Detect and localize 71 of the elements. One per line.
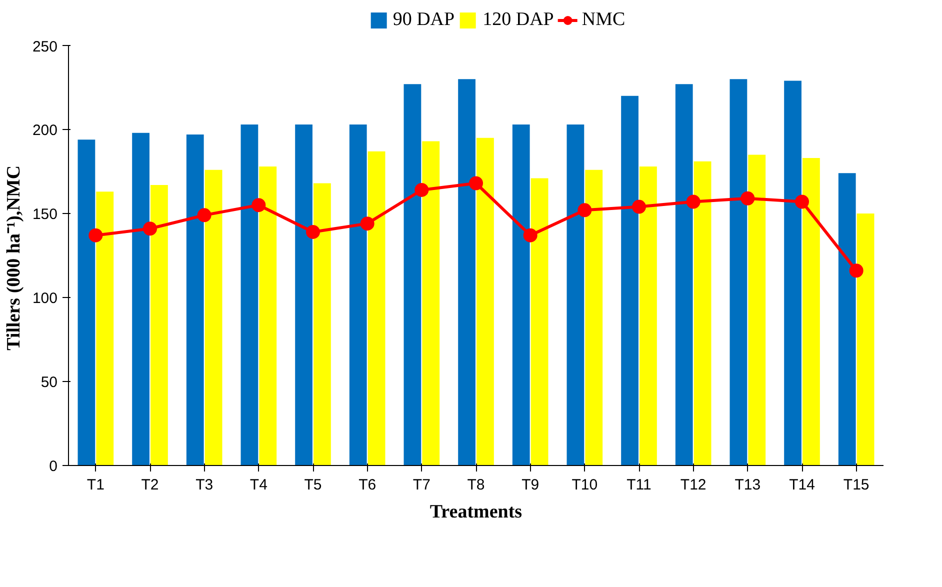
point <box>686 194 700 209</box>
x-tick-label: T4 <box>250 476 268 494</box>
x-tick-label: T15 <box>843 476 870 494</box>
x-tick-label: T5 <box>304 476 322 494</box>
bar <box>186 134 204 466</box>
x-tick-label: T3 <box>196 476 214 494</box>
y-tick-label: 100 <box>32 290 58 307</box>
bar <box>404 84 422 466</box>
legend-label: NMC <box>582 9 626 31</box>
point <box>252 198 266 212</box>
x-tick-label: T9 <box>522 476 540 494</box>
x-tick-label: T12 <box>680 476 706 494</box>
bar <box>204 170 222 466</box>
bar <box>240 124 258 466</box>
bar <box>476 138 494 466</box>
x-tick-label: T13 <box>734 476 761 494</box>
bar <box>694 161 712 466</box>
bar <box>295 124 312 466</box>
bar <box>314 183 331 466</box>
bar <box>802 158 820 466</box>
x-tick-label: T10 <box>572 476 598 494</box>
x-axis-title: Treatments <box>430 502 522 522</box>
point <box>795 194 809 209</box>
y-tick-label: 50 <box>40 374 58 391</box>
point <box>578 203 592 218</box>
point <box>740 191 755 206</box>
bar <box>132 132 150 466</box>
legend-label: 90 DAP <box>392 9 455 31</box>
x-tick-label: T2 <box>141 476 159 494</box>
bar <box>512 124 530 466</box>
point <box>88 228 103 242</box>
point <box>469 176 483 190</box>
x-tick-label: T1 <box>86 476 104 494</box>
bar <box>621 96 638 466</box>
point <box>306 224 320 239</box>
y-tick-label: 150 <box>32 206 58 223</box>
bar <box>585 170 603 466</box>
bar <box>838 173 856 466</box>
point <box>849 264 864 278</box>
y-tick-label: 200 <box>32 122 58 139</box>
bar <box>422 141 440 466</box>
point <box>414 182 429 197</box>
x-tick-label: T8 <box>467 476 485 494</box>
bar <box>96 192 114 466</box>
x-tick-label: T11 <box>626 476 652 494</box>
x-tick-label: T6 <box>358 476 376 494</box>
point <box>197 208 212 222</box>
y-axis-title: Tillers (000 ha⁻¹),NMC <box>3 165 24 350</box>
point <box>632 200 646 214</box>
bar <box>150 184 168 466</box>
bar <box>368 151 386 466</box>
bar <box>784 80 802 466</box>
bar <box>259 166 277 466</box>
legend-label: 120 DAP <box>482 9 554 31</box>
bar <box>458 79 476 466</box>
bar <box>856 214 874 466</box>
y-tick-label: 250 <box>32 38 58 56</box>
bar <box>566 124 584 466</box>
point <box>523 228 538 242</box>
bar <box>640 166 657 466</box>
bar <box>530 178 548 466</box>
point <box>360 216 374 231</box>
bar <box>349 124 367 466</box>
bar <box>675 84 693 466</box>
y-tick-label: 0 <box>49 458 58 475</box>
x-tick-label: T14 <box>789 476 815 494</box>
x-tick-label: T7 <box>412 476 430 494</box>
bar <box>730 79 748 466</box>
bar <box>78 140 96 466</box>
bar <box>748 154 766 466</box>
point <box>143 222 157 236</box>
